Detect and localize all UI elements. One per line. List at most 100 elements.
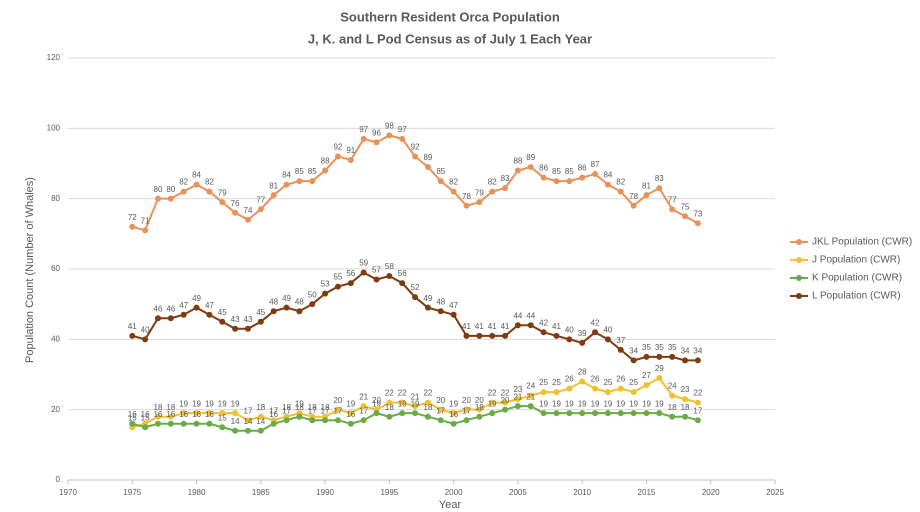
data-point [489,332,496,339]
data-label: 19 [578,399,587,408]
data-point [386,413,393,420]
data-label: 20 [372,396,381,405]
data-label: 52 [411,283,420,292]
data-label: 86 [539,164,548,173]
data-label: 21 [513,392,522,401]
data-label: 84 [603,171,612,180]
data-label: 19 [629,399,638,408]
data-point [604,336,611,343]
data-point [450,410,457,417]
data-label: 26 [565,375,574,384]
data-label: 16 [154,410,163,419]
data-point [656,185,663,192]
data-point [283,304,290,311]
data-label: 41 [128,322,137,331]
data-point [527,392,534,399]
data-point [296,413,303,420]
data-label: 96 [372,129,381,138]
data-point [373,139,380,146]
data-point [502,406,509,413]
data-label: 22 [693,389,702,398]
data-label: 59 [359,259,368,268]
data-point [219,410,226,417]
data-label: 18 [681,403,690,412]
data-point [527,322,534,329]
data-point [360,135,367,142]
data-point [167,413,174,420]
data-point [553,332,560,339]
x-tick-label: 2025 [766,488,784,497]
data-point [283,417,290,424]
data-point [206,188,213,195]
legend-label: JKL Population (CWR) [812,237,912,248]
data-point [450,420,457,427]
data-point [180,311,187,318]
data-label: 85 [308,167,317,176]
data-label: 79 [218,188,227,197]
data-label: 81 [642,181,651,190]
data-label: 24 [526,382,535,391]
data-label: 89 [423,153,432,162]
data-label: 41 [501,322,510,331]
data-point [682,413,689,420]
data-point [193,410,200,417]
data-point [553,410,560,417]
data-point [669,206,676,213]
data-point [270,308,277,315]
data-point [257,318,264,325]
data-label: 19 [398,399,407,408]
data-label: 56 [346,269,355,278]
data-label: 20 [475,396,484,405]
data-label: 45 [256,308,265,317]
data-label: 41 [475,322,484,331]
data-point [450,311,457,318]
data-label: 91 [346,146,355,155]
legend-marker [796,293,802,299]
data-label: 58 [385,262,394,271]
data-label: 19 [218,399,227,408]
data-point [244,325,251,332]
data-label: 19 [591,399,600,408]
data-label: 42 [591,318,600,327]
data-point [694,417,701,424]
data-point [424,304,431,311]
data-label: 85 [552,167,561,176]
x-tick-label: 1980 [188,488,206,497]
data-point [322,417,329,424]
data-point [592,171,599,178]
data-label: 49 [192,294,201,303]
data-point [489,410,496,417]
data-label: 97 [359,125,368,134]
data-label: 77 [668,195,677,204]
x-axis-title: Year [439,499,462,511]
data-point [514,167,521,174]
x-tick-label: 1990 [316,488,334,497]
data-point [476,406,483,413]
data-label: 19 [616,399,625,408]
data-label: 44 [526,311,535,320]
y-tick-label: 60 [51,264,60,273]
data-point [193,181,200,188]
data-point [219,424,226,431]
data-point [399,399,406,406]
data-label: 16 [128,410,137,419]
data-point [656,410,663,417]
data-point [604,410,611,417]
data-label: 17 [269,406,278,415]
data-point [476,332,483,339]
data-label: 18 [668,403,677,412]
data-point [270,420,277,427]
data-point [682,357,689,364]
data-point [129,420,136,427]
data-label: 18 [256,403,265,412]
data-label: 49 [423,294,432,303]
data-label: 16 [166,410,175,419]
data-label: 76 [231,199,240,208]
data-label: 85 [436,167,445,176]
data-point [399,135,406,142]
data-label: 18 [385,403,394,412]
data-point [579,410,586,417]
data-label: 17 [359,406,368,415]
data-label: 24 [668,382,677,391]
data-point [669,413,676,420]
